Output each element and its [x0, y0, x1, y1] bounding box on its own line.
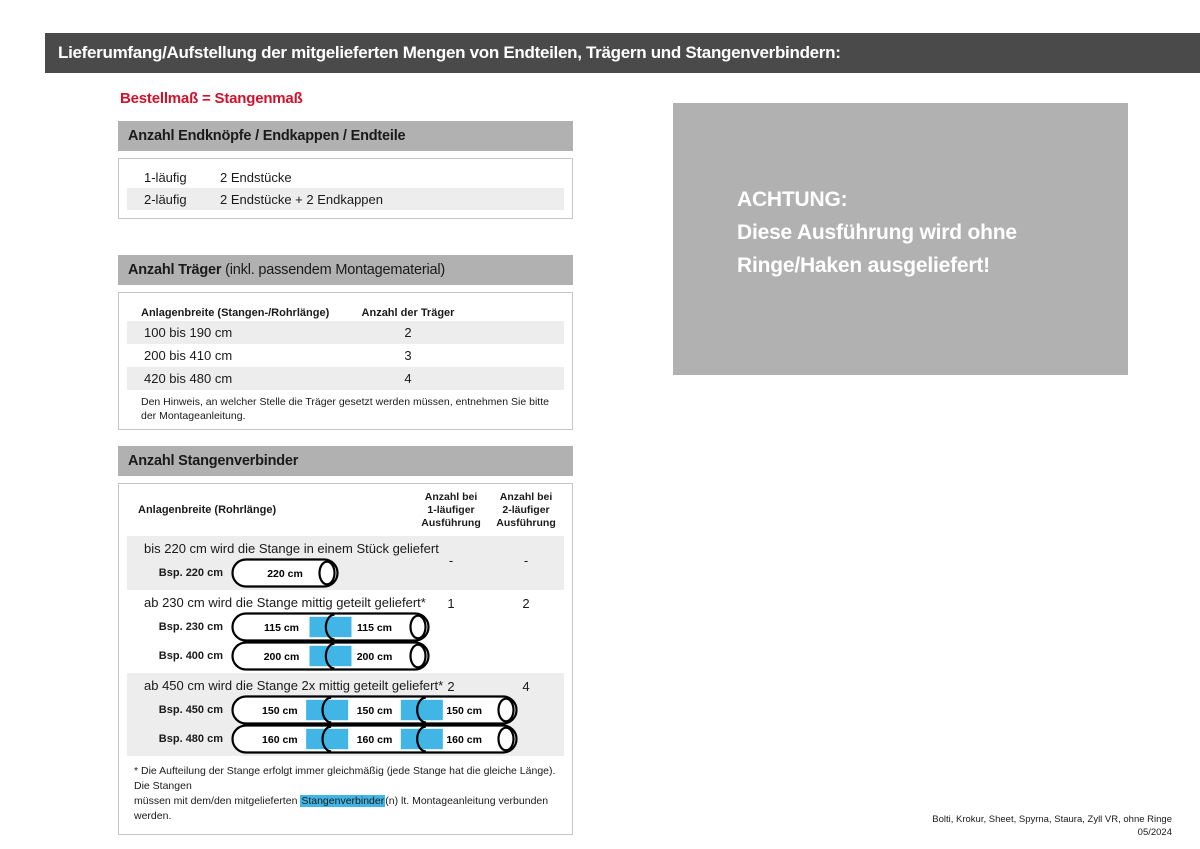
- section-title: Anzahl Endknöpfe / Endkappen / Endteile: [128, 128, 406, 144]
- width-range: 100 bis 190 cm: [144, 325, 233, 340]
- row-description: ab 230 cm wird die Stange mittig geteilt…: [144, 595, 426, 610]
- attention-text: ACHTUNG: Diese Ausführung wird ohne Ring…: [737, 188, 1017, 277]
- example-label: Bsp. 220 cm: [158, 566, 223, 579]
- order-size-note: Bestellmaß = Stangenmaß: [120, 90, 303, 107]
- page-footer: Bolti, Krokur, Sheet, Spyrna, Staura, Zy…: [932, 813, 1172, 839]
- rod-example: Bsp. 230 cm 115 cm 115 cm: [127, 611, 564, 642]
- row-label: 2-läufig: [144, 191, 187, 207]
- svg-text:200 cm: 200 cm: [357, 650, 393, 662]
- page-title-bar: Lieferumfang/Aufstellung der mitgeliefer…: [45, 33, 1200, 73]
- footer-date: 05/2024: [1137, 827, 1172, 838]
- svg-text:200 cm: 200 cm: [264, 650, 300, 662]
- table-row: ab 230 cm wird die Stange mittig geteilt…: [127, 590, 564, 673]
- section-title: Anzahl Träger: [128, 262, 222, 278]
- section-title: Anzahl Stangenverbinder: [128, 453, 299, 469]
- rod-diagram: 150 cm 150 cm 150 cm: [231, 694, 521, 725]
- table-row: 420 bis 480 cm 4: [127, 367, 564, 390]
- table-row: 100 bis 190 cm 2: [127, 321, 564, 344]
- traeger-table: Anlagenbreite (Stangen-/Rohrlänge) Anzah…: [118, 292, 573, 430]
- example-label: Bsp. 450 cm: [158, 703, 223, 716]
- rod-example: Bsp. 450 cm 150 cm 150 cm 150 cm: [127, 694, 564, 725]
- svg-text:115 cm: 115 cm: [357, 621, 392, 633]
- column-header-width: Anlagenbreite (Rohrlänge): [138, 504, 277, 516]
- traeger-count: 3: [404, 348, 412, 363]
- example-label: Bsp. 230 cm: [158, 620, 223, 633]
- width-range: 200 bis 410 cm: [144, 348, 233, 363]
- footnote: * Die Aufteilung der Stange erfolgt imme…: [127, 764, 564, 834]
- traeger-count: 4: [404, 371, 412, 386]
- rod-diagram: 160 cm 160 cm 160 cm: [231, 723, 521, 754]
- column-header-1-laeufig: Anzahl bei 1-läufiger Ausführung: [421, 491, 481, 529]
- section-header-endteile: Anzahl Endknöpfe / Endkappen / Endteile: [118, 121, 573, 151]
- traeger-count: 2: [404, 325, 412, 340]
- column-header-width: Anlagenbreite (Stangen-/Rohrlänge): [141, 307, 330, 319]
- rod-diagram: 200 cm 200 cm: [231, 640, 433, 671]
- table-row: 2-läufig 2 Endstücke + 2 Endkappen: [127, 188, 564, 210]
- example-label: Bsp. 400 cm: [158, 649, 223, 662]
- svg-text:150 cm: 150 cm: [262, 704, 298, 716]
- table-row: ab 450 cm wird die Stange 2x mittig gete…: [127, 673, 564, 756]
- svg-text:150 cm: 150 cm: [446, 704, 482, 716]
- row-description: ab 450 cm wird die Stange 2x mittig gete…: [144, 678, 444, 693]
- svg-text:115 cm: 115 cm: [264, 621, 299, 633]
- row-description: bis 220 cm wird die Stange in einem Stüc…: [144, 541, 439, 556]
- example-label: Bsp. 480 cm: [158, 732, 223, 745]
- traeger-note: Den Hinweis, an welcher Stelle die Träge…: [141, 396, 549, 422]
- footer-products: Bolti, Krokur, Sheet, Spyrna, Staura, Zy…: [932, 814, 1172, 825]
- endteile-table: 1-läufig 2 Endstücke 2-läufig 2 Endstück…: [118, 158, 573, 219]
- table-row: bis 220 cm wird die Stange in einem Stüc…: [127, 536, 564, 590]
- count-1-laeufig: 2: [447, 679, 455, 694]
- rod-example: Bsp. 480 cm 160 cm 160 cm 160 cm: [127, 723, 564, 754]
- count-1-laeufig: -: [448, 553, 454, 568]
- footnote-text: (n) lt. Montageanleitung verbunden werde…: [134, 795, 549, 822]
- count-2-laeufig: 4: [522, 679, 530, 694]
- column-header-count: Anzahl der Träger: [361, 307, 455, 319]
- svg-text:160 cm: 160 cm: [446, 733, 482, 745]
- attention-box: ACHTUNG: Diese Ausführung wird ohne Ring…: [673, 103, 1128, 375]
- footnote-text: * Die Aufteilung der Stange erfolgt imme…: [134, 765, 556, 807]
- count-2-laeufig: -: [523, 553, 529, 568]
- width-range: 420 bis 480 cm: [144, 371, 233, 386]
- table-row: 1-läufig 2 Endstücke: [127, 166, 564, 188]
- section-header-stangenverbinder: Anzahl Stangenverbinder: [118, 446, 573, 476]
- count-2-laeufig: 2: [522, 596, 530, 611]
- column-header-2-laeufig: Anzahl bei 2-läufiger Ausführung: [496, 491, 556, 529]
- count-1-laeufig: 1: [447, 596, 455, 611]
- rod-diagram: 115 cm 115 cm: [231, 611, 433, 642]
- section-header-traeger: Anzahl Träger (inkl. passendem Montagema…: [118, 255, 573, 285]
- table-row: 200 bis 410 cm 3: [127, 344, 564, 367]
- page-title: Lieferumfang/Aufstellung der mitgeliefer…: [58, 43, 841, 62]
- stangenverbinder-table: Anlagenbreite (Rohrlänge) Anzahl bei 1-l…: [118, 483, 573, 835]
- svg-text:160 cm: 160 cm: [262, 733, 298, 745]
- rod-diagram: 220 cm: [231, 557, 342, 588]
- svg-text:220 cm: 220 cm: [267, 567, 303, 579]
- table-header-row: Anlagenbreite (Rohrlänge) Anzahl bei 1-l…: [119, 484, 572, 536]
- svg-text:160 cm: 160 cm: [357, 733, 393, 745]
- section-title-suffix: (inkl. passendem Montagematerial): [221, 262, 445, 278]
- footnote-highlight: Stangenverbinder: [300, 795, 386, 807]
- row-value: 2 Endstücke + 2 Endkappen: [220, 191, 383, 207]
- rod-example: Bsp. 400 cm 200 cm 200 cm: [127, 640, 564, 671]
- svg-text:150 cm: 150 cm: [357, 704, 393, 716]
- row-value: 2 Endstücke: [220, 169, 292, 185]
- row-label: 1-läufig: [144, 169, 187, 185]
- rod-example: Bsp. 220 cm 220 cm: [127, 557, 564, 588]
- table-header-row: Anlagenbreite (Stangen-/Rohrlänge) Anzah…: [127, 293, 564, 319]
